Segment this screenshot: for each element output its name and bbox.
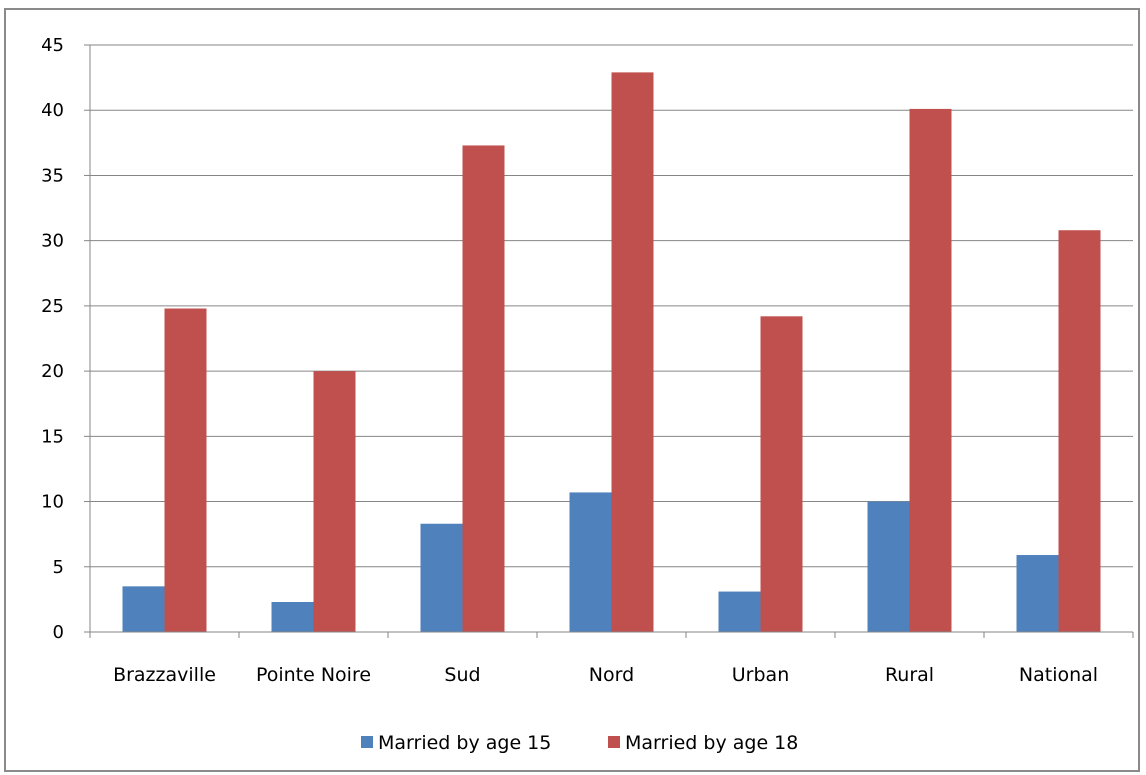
y-tick-label: 20: [41, 361, 64, 382]
legend: Married by age 15 Married by age 18: [361, 732, 798, 754]
y-tick-label: 35: [41, 165, 64, 186]
y-tick-label: 0: [53, 622, 64, 643]
y-tick-label: 40: [41, 100, 64, 121]
y-tick-label: 5: [53, 557, 64, 578]
x-category-label: Sud: [444, 664, 480, 686]
x-category-label: Brazzaville: [113, 664, 216, 686]
bar-age15-rural: [867, 501, 910, 632]
legend-label: Married by age 15: [378, 732, 551, 754]
bars: [122, 72, 1101, 633]
bar-age18-urban: [760, 316, 803, 632]
bar-age18-national: [1058, 230, 1101, 632]
bar-age15-brazzaville: [122, 586, 165, 632]
y-tick-label: 15: [41, 426, 64, 447]
bar-age18-brazzaville: [164, 308, 207, 632]
y-tick-label: 30: [41, 231, 64, 252]
bar-age15-nord: [569, 492, 612, 632]
legend-swatch: [608, 736, 620, 748]
x-category-label: National: [1019, 664, 1098, 686]
bar-age18-nord: [611, 72, 654, 633]
x-category-label: Nord: [589, 664, 634, 686]
x-axis-category-labels: Brazzaville Pointe Noire Sud Nord Urban Rural…: [113, 664, 1098, 686]
bar-age15-national: [1016, 555, 1059, 632]
y-tick-label: 10: [41, 492, 64, 513]
axes: [89, 45, 1134, 638]
bar-age18-sud: [462, 145, 505, 633]
legend-swatch: [361, 736, 373, 748]
bar-age15-urban: [718, 591, 761, 632]
bar-age18-pointe-noire: [313, 371, 356, 632]
y-tick-label: 25: [41, 296, 64, 317]
x-category-label: Rural: [885, 664, 934, 686]
x-category-label: Urban: [732, 664, 789, 686]
bar-age15-pointe-noire: [271, 601, 314, 632]
y-axis-tick-labels: 0 5 10 15 20 25 30 35 40 45: [41, 35, 64, 643]
y-tick-label: 45: [41, 35, 64, 56]
bar-age18-rural: [909, 108, 952, 632]
x-category-label: Pointe Noire: [256, 664, 371, 686]
legend-label: Married by age 18: [625, 732, 798, 754]
bar-age15-sud: [420, 523, 463, 632]
